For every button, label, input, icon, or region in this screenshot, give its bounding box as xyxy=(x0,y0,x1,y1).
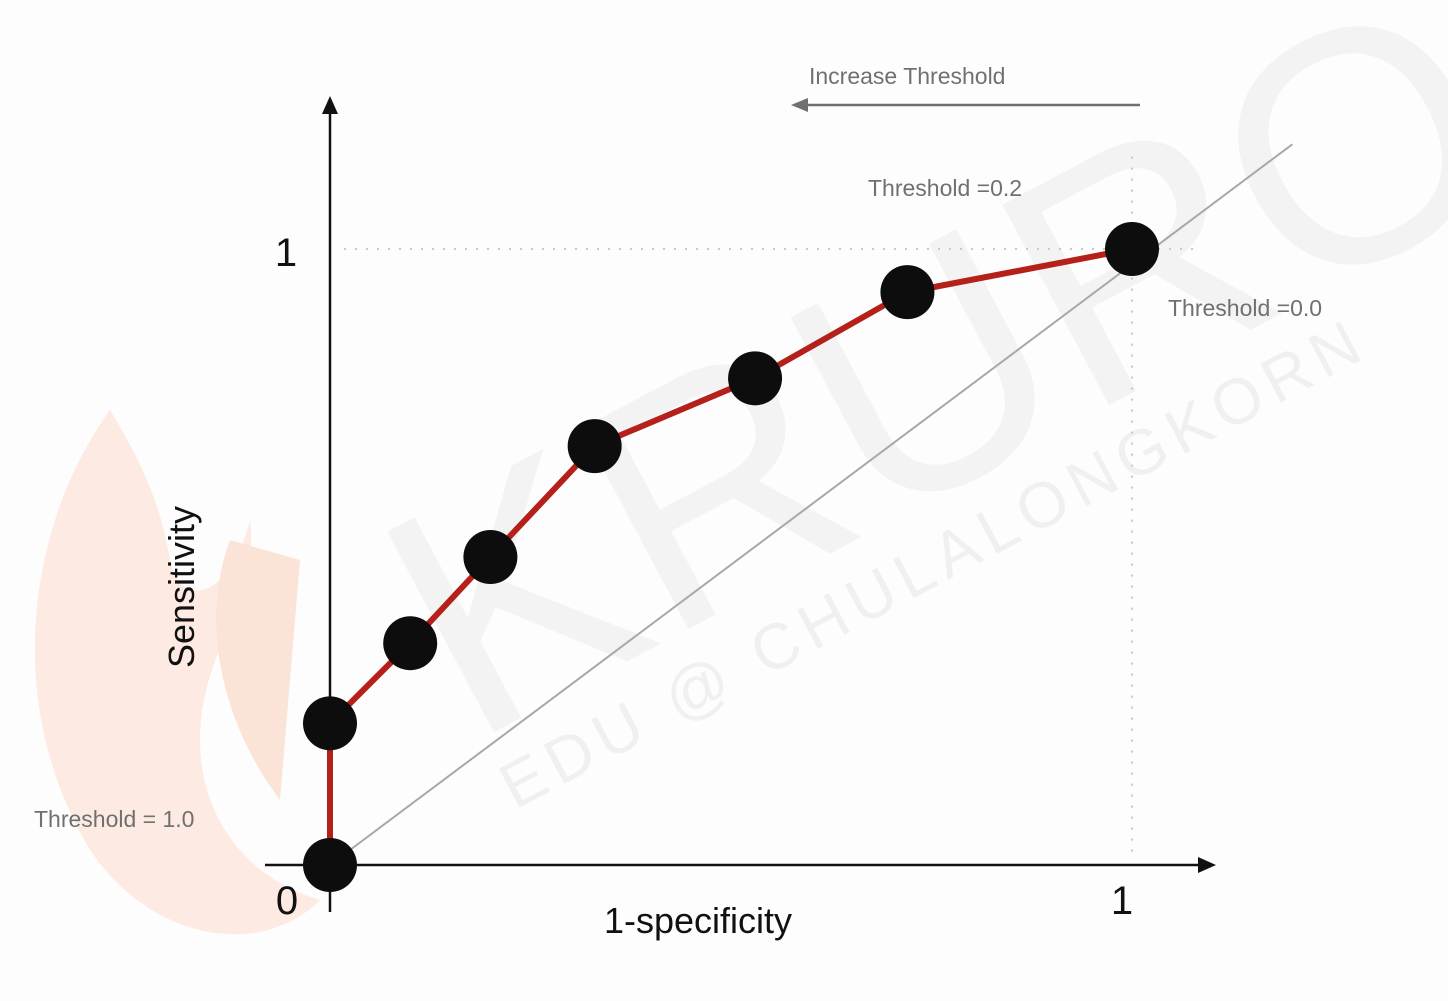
x-axis-arrow-icon xyxy=(1198,857,1216,873)
annotation-threshold-1: Threshold = 1.0 xyxy=(34,806,194,832)
x-tick-1: 1 xyxy=(1111,879,1133,923)
roc-point-3 xyxy=(463,530,518,584)
annotation-increase-threshold: Increase Threshold xyxy=(809,63,1005,89)
x-tick-0: 0 xyxy=(276,879,298,923)
annotation-threshold-0-2: Threshold =0.2 xyxy=(868,175,1022,201)
roc-point-5 xyxy=(728,351,783,406)
roc-point-6 xyxy=(880,265,935,320)
roc-point-0 xyxy=(303,838,357,892)
y-tick-1: 1 xyxy=(275,231,297,275)
roc-point-2 xyxy=(383,616,438,671)
roc-point-7 xyxy=(1105,222,1159,276)
increase-threshold-arrow-icon xyxy=(791,98,808,112)
roc-points xyxy=(303,222,1159,892)
watermark-flame-icon xyxy=(34,410,321,935)
y-axis-arrow-icon xyxy=(322,96,338,114)
y-axis-title: Sensitivity xyxy=(161,506,202,668)
x-axis-title: 1-specificity xyxy=(604,900,792,941)
annotation-threshold-0: Threshold =0.0 xyxy=(1168,295,1322,321)
roc-point-1 xyxy=(303,696,357,751)
roc-point-4 xyxy=(567,419,622,474)
watermark: KRUROO EDU @ CHULALONGKORN xyxy=(34,0,1448,935)
watermark-flame-inner-icon xyxy=(216,540,300,800)
